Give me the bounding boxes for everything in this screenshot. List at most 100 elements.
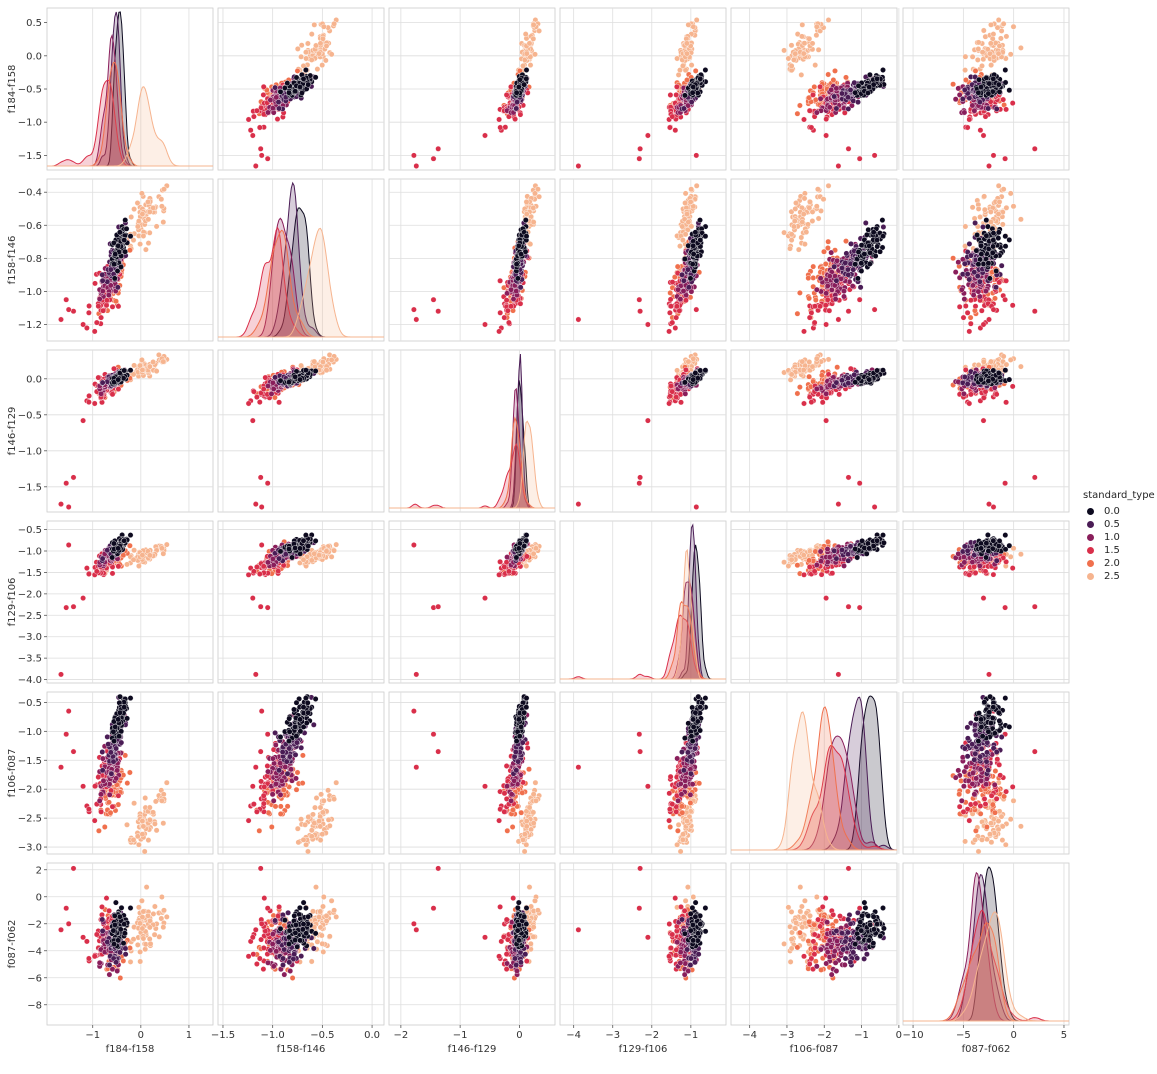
scatter-point <box>253 163 258 168</box>
scatter-point <box>112 276 117 281</box>
scatter-point <box>991 230 996 235</box>
scatter-point <box>1018 217 1023 222</box>
scatter-point <box>143 247 148 252</box>
scatter-point <box>846 309 851 314</box>
scatter-point <box>504 92 509 97</box>
scatter-point <box>992 296 997 301</box>
scatter-point <box>135 224 140 229</box>
scatter-point <box>1011 24 1016 29</box>
scatter-point <box>86 399 91 404</box>
scatter-point <box>694 17 699 22</box>
scatter-point <box>686 243 691 248</box>
scatter-point <box>111 262 116 267</box>
scatter-point <box>1000 222 1005 227</box>
scatter-point <box>983 288 988 293</box>
scatter-point <box>673 325 678 330</box>
scatter-point <box>877 249 882 254</box>
scatter-point <box>968 315 973 320</box>
scatter-point <box>685 267 690 272</box>
scatter-point <box>703 234 708 239</box>
scatter-point <box>303 56 308 61</box>
y-tick-label: −0.5 <box>18 85 42 96</box>
scatter-point <box>305 41 310 46</box>
scatter-point <box>850 283 855 288</box>
scatter-point <box>975 273 980 278</box>
scatter-point <box>98 315 103 320</box>
scatter-point <box>991 153 996 158</box>
scatter-point <box>136 218 141 223</box>
scatter-point <box>950 82 955 87</box>
scatter-point <box>990 250 995 255</box>
scatter-point <box>265 110 270 115</box>
scatter-point <box>66 504 71 509</box>
y-tick-label: −0.6 <box>18 221 42 232</box>
scatter-point <box>970 205 975 210</box>
scatter-point <box>981 261 986 266</box>
scatter-point <box>323 58 328 63</box>
scatter-point <box>684 51 689 56</box>
scatter-point <box>71 309 76 314</box>
scatter-point <box>988 209 993 214</box>
scatter-point <box>694 153 699 158</box>
scatter-point <box>691 243 696 248</box>
scatter-point <box>694 307 699 312</box>
scatter-point <box>276 106 281 111</box>
scatter-point <box>953 97 958 102</box>
scatter-point <box>670 279 675 284</box>
scatter-point <box>524 67 529 72</box>
scatter-point <box>637 309 642 314</box>
subplot-f184-f158-vs-f106-f087 <box>731 8 899 170</box>
scatter-point <box>150 359 155 364</box>
scatter-point <box>292 89 297 94</box>
scatter-point <box>682 93 687 98</box>
scatter-point <box>829 250 834 255</box>
scatter-point <box>147 209 152 214</box>
scatter-point <box>161 219 166 224</box>
scatter-point <box>797 103 802 108</box>
scatter-point <box>865 90 870 95</box>
scatter-point <box>645 322 650 327</box>
scatter-point <box>986 163 991 168</box>
scatter-point <box>823 133 828 138</box>
scatter-point <box>140 211 145 216</box>
scatter-point <box>517 77 522 82</box>
scatter-point <box>674 84 679 89</box>
subplot-f158-f146-vs-f158-f146 <box>218 179 384 341</box>
scatter-point <box>978 128 983 133</box>
scatter-point <box>645 133 650 138</box>
scatter-point <box>963 224 968 229</box>
scatter-point <box>983 114 988 119</box>
scatter-point <box>979 63 984 68</box>
scatter-point <box>812 304 817 309</box>
scatter-point <box>996 230 1001 235</box>
scatter-point <box>997 43 1002 48</box>
scatter-point <box>576 317 581 322</box>
scatter-point <box>814 110 819 115</box>
scatter-point <box>1018 45 1023 50</box>
scatter-point <box>680 63 685 68</box>
scatter-point <box>135 200 140 205</box>
scatter-point <box>988 22 993 27</box>
scatter-point <box>675 287 680 292</box>
scatter-point <box>839 265 844 270</box>
scatter-point <box>832 94 837 99</box>
scatter-point <box>801 211 806 216</box>
scatter-point <box>523 31 528 36</box>
scatter-point <box>71 475 76 480</box>
scatter-point <box>981 133 986 138</box>
scatter-point <box>80 322 85 327</box>
scatter-point <box>261 92 266 97</box>
scatter-point <box>795 111 800 116</box>
scatter-point <box>100 308 105 313</box>
scatter-point <box>154 368 159 373</box>
scatter-point <box>786 56 791 61</box>
scatter-point <box>329 52 334 57</box>
scatter-point <box>976 90 981 95</box>
scatter-point <box>666 329 671 334</box>
scatter-point <box>504 298 509 303</box>
scatter-point <box>278 89 283 94</box>
scatter-point <box>681 278 686 283</box>
scatter-point <box>807 36 812 41</box>
scatter-point <box>257 125 262 130</box>
scatter-point <box>313 75 318 80</box>
